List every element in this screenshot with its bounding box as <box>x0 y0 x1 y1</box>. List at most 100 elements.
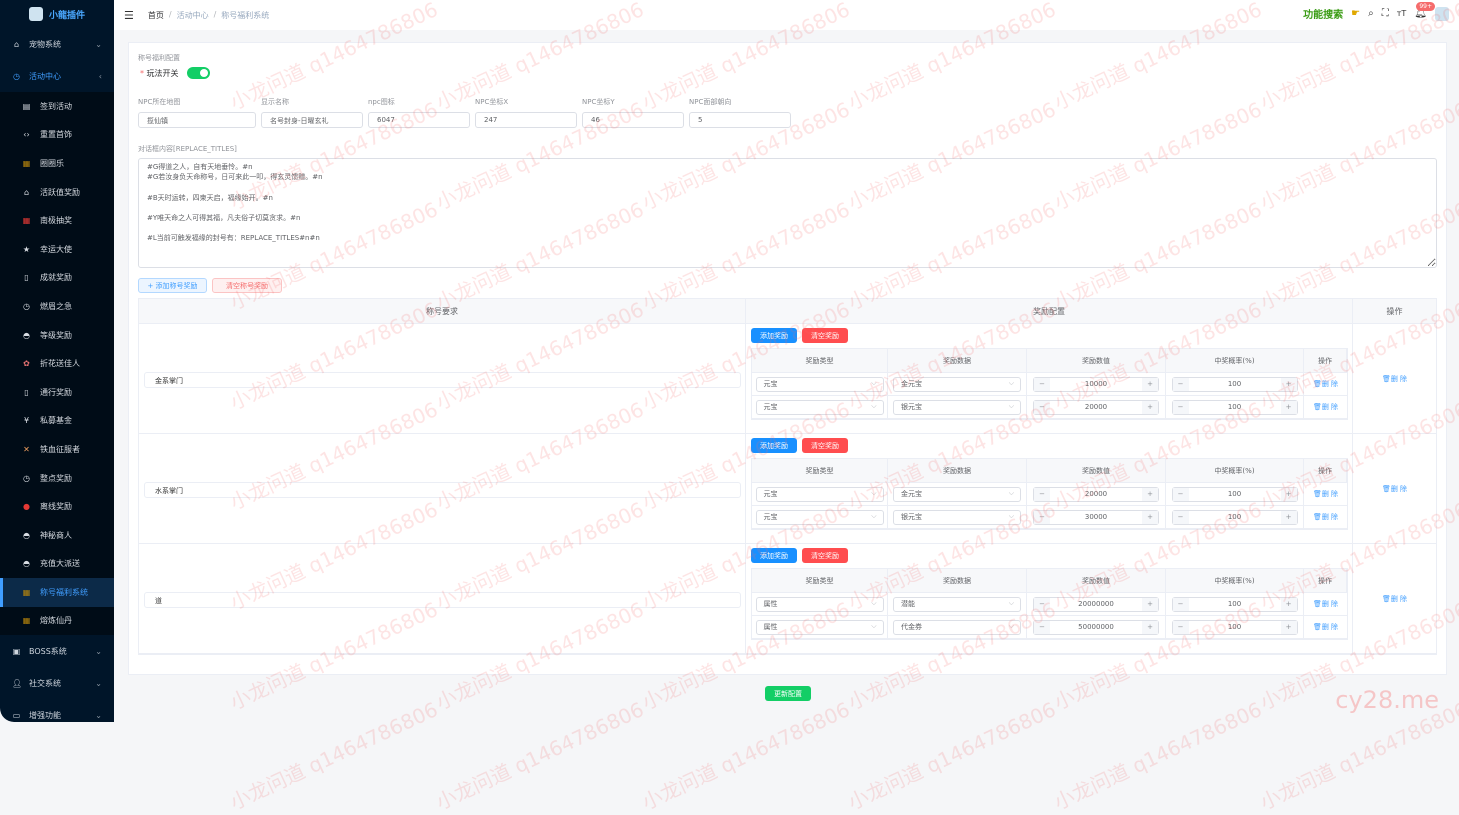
reward-data-select[interactable]: 金元宝 <box>893 376 1021 392</box>
reward-type-select[interactable]: 属性 <box>755 596 884 612</box>
prob-value[interactable]: 100 <box>1227 623 1242 631</box>
amount-value[interactable]: 20000 <box>1084 490 1108 498</box>
add-reward-button[interactable]: 添加奖励 <box>751 548 797 563</box>
plus-button[interactable]: + <box>1142 510 1158 524</box>
field-input[interactable]: 247 <box>475 112 577 128</box>
map-select[interactable]: 揽仙镇 <box>138 112 256 128</box>
amount-stepper[interactable]: − 10000 + <box>1033 376 1159 392</box>
delete-reward-button[interactable]: 🗑︎删 除 <box>1313 402 1338 412</box>
add-title-reward-button[interactable]: + 添加称号奖励 <box>138 278 207 293</box>
amount-value[interactable]: 50000000 <box>1078 623 1114 631</box>
delete-reward-button[interactable]: 🗑︎删 除 <box>1313 379 1338 389</box>
menu-fold-icon[interactable]: ☰ <box>124 8 134 22</box>
amount-stepper[interactable]: − 20000000 + <box>1033 596 1159 612</box>
sidebar-item[interactable]: ◓ 充值大派送 <box>0 550 114 579</box>
sidebar-item[interactable]: ⌂ 活跃值奖励 <box>0 178 114 207</box>
sidebar-item[interactable]: ◓ 神秘商人 <box>0 521 114 550</box>
prob-value[interactable]: 100 <box>1227 513 1242 521</box>
minus-button[interactable]: − <box>1172 377 1189 391</box>
plus-button[interactable]: + <box>1280 377 1297 391</box>
dialog-textarea[interactable]: #G得道之人，自有天地垂怜。#n #G若汝身负天命称号，日可来此一叩，得玄灵馈赠… <box>138 158 1437 268</box>
field-input[interactable]: 5 <box>689 112 791 128</box>
clear-reward-button[interactable]: 清空奖励 <box>802 328 848 343</box>
reward-type-select[interactable]: 元宝 <box>755 509 884 525</box>
sidebar-item[interactable]: ▯ 成就奖励 <box>0 264 114 293</box>
reward-data-select[interactable]: 潜能 <box>893 596 1021 612</box>
clear-reward-button[interactable]: 清空奖励 <box>802 548 848 563</box>
sidebar-item[interactable]: ▤ 签到活动 <box>0 92 114 121</box>
clear-title-reward-button[interactable]: 清空称号奖励 <box>212 278 282 293</box>
minus-button[interactable]: − <box>1172 510 1189 524</box>
reward-data-select[interactable]: 银元宝 <box>893 509 1021 525</box>
plus-button[interactable]: + <box>1142 377 1158 391</box>
plus-button[interactable]: + <box>1142 487 1158 501</box>
minus-button[interactable]: − <box>1034 487 1050 501</box>
feature-toggle[interactable] <box>187 67 210 79</box>
reward-type-select[interactable]: 元宝 <box>755 399 884 415</box>
plus-button[interactable]: + <box>1280 597 1297 611</box>
minus-button[interactable]: − <box>1172 597 1189 611</box>
sidebar-item[interactable]: ● 离线奖励 <box>0 492 114 521</box>
delete-title-button[interactable]: 🗑︎删 除 <box>1382 484 1407 494</box>
sidebar-item[interactable]: ◷ 燃眉之急 <box>0 292 114 321</box>
plus-button[interactable]: + <box>1142 597 1158 611</box>
reward-data-select[interactable]: 金元宝 <box>893 486 1021 502</box>
sidebar-item[interactable]: ★ 幸运大使 <box>0 235 114 264</box>
bell-icon[interactable]: 🔔︎ <box>1414 8 1427 19</box>
reward-type-select[interactable]: 属性 <box>755 619 884 635</box>
sidebar-group-groups_bottom1[interactable]: 👤︎ 社交系统 ⌄ <box>0 667 114 699</box>
minus-button[interactable]: − <box>1172 400 1189 414</box>
probability-stepper[interactable]: − 100 + <box>1171 619 1298 635</box>
breadcrumb-activity[interactable]: 活动中心 <box>176 10 209 20</box>
sidebar-group-groups_bottom2[interactable]: ▭ 增强功能 ⌄ <box>0 699 114 722</box>
minus-button[interactable]: − <box>1172 487 1189 501</box>
field-input[interactable]: 46 <box>582 112 684 128</box>
sidebar-item[interactable]: ▯ 通行奖励 <box>0 378 114 407</box>
plus-button[interactable]: + <box>1280 487 1297 501</box>
probability-stepper[interactable]: − 100 + <box>1171 509 1298 525</box>
fullscreen-icon[interactable]: ⛶ <box>1381 8 1389 19</box>
sidebar-group-groups_top1[interactable]: ◷ 活动中心 ‹ <box>0 60 114 92</box>
probability-stepper[interactable]: − 100 + <box>1171 486 1298 502</box>
delete-reward-button[interactable]: 🗑︎删 除 <box>1313 489 1338 499</box>
reward-type-select[interactable]: 元宝 <box>755 376 884 392</box>
minus-button[interactable]: − <box>1034 400 1050 414</box>
delete-title-button[interactable]: 🗑︎删 除 <box>1382 594 1407 604</box>
plus-button[interactable]: + <box>1280 510 1297 524</box>
prob-value[interactable]: 100 <box>1227 403 1242 411</box>
minus-button[interactable]: − <box>1034 620 1050 634</box>
minus-button[interactable]: − <box>1034 510 1050 524</box>
plus-button[interactable]: + <box>1280 400 1297 414</box>
plus-button[interactable]: + <box>1142 400 1158 414</box>
sidebar-item[interactable]: ▦ 称号福利系统 <box>0 578 114 607</box>
avatar[interactable] <box>1435 6 1449 21</box>
amount-stepper[interactable]: − 20000 + <box>1033 399 1159 415</box>
minus-button[interactable]: − <box>1034 377 1050 391</box>
reward-type-select[interactable]: 元宝 <box>755 486 884 502</box>
field-input[interactable]: 名号封身-日曜玄礼 <box>261 112 363 128</box>
reward-data-select[interactable]: 银元宝 <box>893 399 1021 415</box>
amount-value[interactable]: 10000 <box>1084 380 1108 388</box>
sidebar-item[interactable]: ▦ 南极抽奖 <box>0 206 114 235</box>
font-size-icon[interactable]: ᴛT <box>1396 9 1407 18</box>
prob-value[interactable]: 100 <box>1227 600 1242 608</box>
title-input[interactable]: 水系掌门 <box>144 482 741 498</box>
title-input[interactable]: 金系掌门 <box>144 372 741 388</box>
sidebar-item[interactable]: ‹› 重置首饰 <box>0 121 114 150</box>
feature-search-button[interactable]: 功能搜索 <box>1303 10 1344 21</box>
reward-data-select[interactable]: 代金券 <box>893 619 1021 635</box>
breadcrumb-home[interactable]: 首页 <box>147 10 164 20</box>
delete-reward-button[interactable]: 🗑︎删 除 <box>1313 512 1338 522</box>
delete-reward-button[interactable]: 🗑︎删 除 <box>1313 599 1338 609</box>
amount-stepper[interactable]: − 50000000 + <box>1033 619 1159 635</box>
update-config-button[interactable]: 更新配置 <box>765 686 811 701</box>
amount-stepper[interactable]: − 30000 + <box>1033 509 1159 525</box>
sidebar-item[interactable]: ▦ 熔炼仙丹 <box>0 607 114 636</box>
probability-stepper[interactable]: − 100 + <box>1171 399 1298 415</box>
sidebar-item[interactable]: ✿ 折花送佳人 <box>0 349 114 378</box>
search-icon[interactable]: ⌕ <box>1368 8 1374 19</box>
amount-stepper[interactable]: − 20000 + <box>1033 486 1159 502</box>
clear-reward-button[interactable]: 清空奖励 <box>802 438 848 453</box>
app-logo[interactable]: 小龍插件 <box>0 0 114 28</box>
probability-stepper[interactable]: − 100 + <box>1171 376 1298 392</box>
